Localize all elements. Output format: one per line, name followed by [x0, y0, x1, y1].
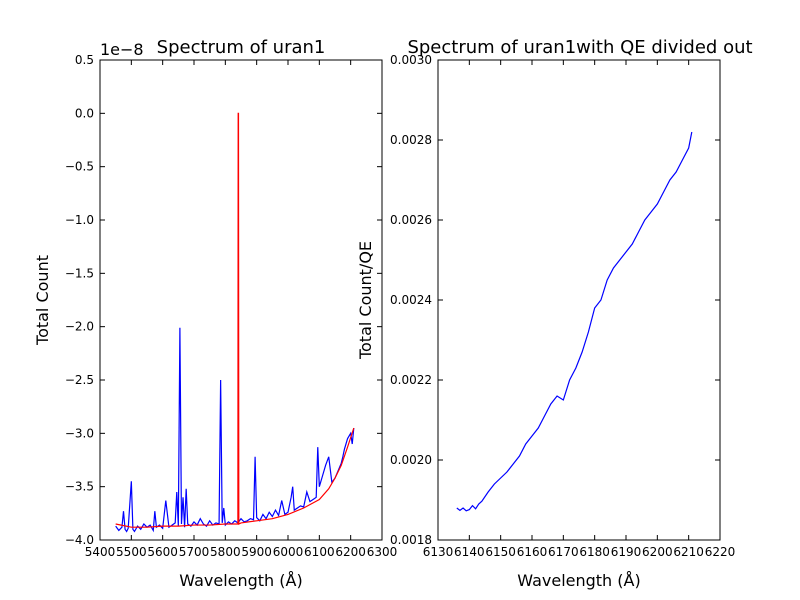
right-chart-y-tick-label: 0.0022 [390, 373, 432, 387]
left-chart-x-tick-label: 6200 [335, 545, 366, 559]
left-chart-x-axis-label: Wavelength (Å) [179, 571, 302, 590]
right-chart-x-tick-label: 6190 [611, 545, 642, 559]
right-chart-x-axis-label: Wavelength (Å) [517, 571, 640, 590]
left-chart-y-tick-label: −3.0 [65, 426, 94, 440]
left-chart-x-tick-label: 6000 [273, 545, 304, 559]
right-chart-x-tick-label: 6160 [517, 545, 548, 559]
right-chart-x-tick-label: 6170 [548, 545, 579, 559]
right-chart-x-tick-label: 6140 [454, 545, 485, 559]
left-chart-y-tick-label: −4.0 [65, 533, 94, 547]
left-chart-y-tick-label: −2.5 [65, 373, 94, 387]
left-chart-ticks: 5400 5500 5600 5700 5800 5900 6000 6100 6200 6300… [65, 53, 397, 559]
left-chart: 5400 5500 5600 5700 5800 5900 6000 6100 6200 6300… [33, 37, 397, 590]
left-chart-x-tick-label: 5800 [210, 545, 241, 559]
right-chart: 6130 6140 6150 6160 6170 6180 6190 6200 6210 6220… [356, 37, 753, 590]
left-chart-y-tick-label: −1.0 [65, 213, 94, 227]
left-chart-x-tick-label: 5700 [179, 545, 210, 559]
left-chart-x-tick-label: 5600 [147, 545, 178, 559]
left-chart-y-tick-label: −3.5 [65, 480, 94, 494]
left-chart-x-tick-label: 5400 [85, 545, 116, 559]
right-chart-x-tick-label: 6220 [705, 545, 736, 559]
right-chart-y-tick-label: 0.0024 [390, 293, 432, 307]
right-chart-title: Spectrum of uran1with QE divided out [407, 37, 752, 58]
right-chart-series [456, 131, 693, 512]
right-chart-y-tick-label: 0.0018 [390, 533, 432, 547]
right-chart-y-tick-label: 0.0020 [390, 453, 432, 467]
right-chart-series-line-0 [456, 131, 693, 512]
left-chart-y-tick-label: −1.5 [65, 266, 94, 280]
left-chart-series [115, 112, 355, 533]
right-chart-x-tick-label: 6210 [673, 545, 704, 559]
left-chart-y-axis-label: Total Count [33, 255, 52, 346]
left-chart-x-tick-label: 6100 [304, 545, 335, 559]
right-chart-x-tick-label: 6180 [579, 545, 610, 559]
left-chart-x-tick-label: 5500 [116, 545, 147, 559]
left-chart-offset-label: 1e−8 [100, 40, 144, 59]
right-chart-x-tick-label: 6150 [485, 545, 516, 559]
right-chart-x-tick-label: 6130 [423, 545, 454, 559]
left-chart-y-tick-label: 0.5 [75, 53, 94, 67]
left-chart-x-tick-label: 5900 [241, 545, 272, 559]
right-chart-y-tick-label: 0.0028 [390, 133, 432, 147]
left-chart-series-line-1 [115, 112, 355, 528]
right-chart-y-tick-label: 0.0030 [390, 53, 432, 67]
left-chart-title: Spectrum of uran1 [157, 37, 326, 58]
left-chart-x-tick-label: 6300 [367, 545, 398, 559]
right-chart-x-tick-label: 6200 [642, 545, 673, 559]
left-chart-y-tick-label: 0.0 [75, 106, 94, 120]
right-chart-y-axis-label: Total Count/QE [356, 241, 375, 360]
left-chart-y-tick-label: −0.5 [65, 160, 94, 174]
left-chart-y-tick-label: −2.0 [65, 320, 94, 334]
right-chart-y-tick-label: 0.0026 [390, 213, 432, 227]
left-chart-frame [99, 59, 383, 541]
right-chart-ticks: 6130 6140 6150 6160 6170 6180 6190 6200 6210 6220… [390, 53, 735, 559]
